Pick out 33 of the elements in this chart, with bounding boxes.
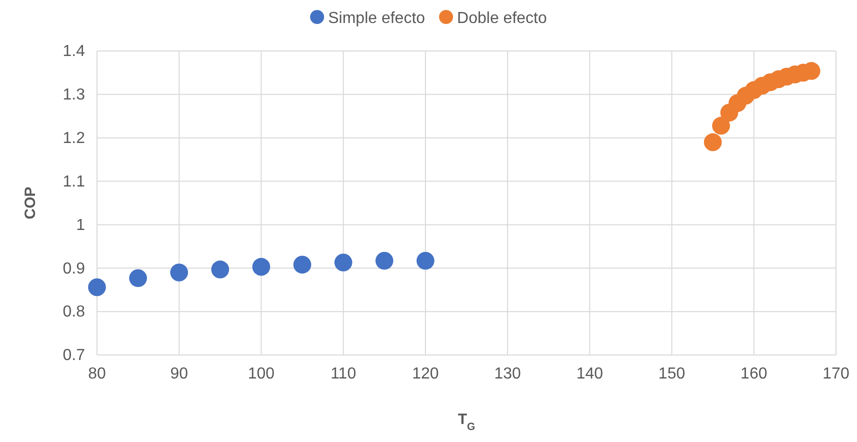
x-tick-label: 160 (740, 365, 768, 382)
x-tick-label: 150 (658, 365, 686, 382)
y-tick-label: 1 (76, 216, 86, 234)
x-tick-label: 140 (576, 365, 604, 382)
point (334, 254, 352, 272)
x-tick-label: 80 (88, 365, 106, 382)
y-tick-label: 1.3 (62, 86, 86, 104)
point (170, 264, 188, 282)
y-tick-label: 1.2 (62, 130, 86, 147)
x-tick-label: 100 (248, 365, 275, 382)
point (129, 269, 147, 288)
y-tick-label: 1.4 (62, 43, 86, 60)
y-tick-label: 0.8 (62, 304, 86, 321)
x-tick-label: 90 (170, 365, 188, 382)
point (712, 116, 730, 135)
point (375, 252, 394, 270)
y-axis-title: COP (22, 186, 39, 220)
legend-label: Simple efecto (328, 10, 426, 27)
point (211, 260, 230, 278)
legend-label: Doble efecto (457, 10, 547, 27)
x-axis-title: T$_{G}$ (458, 411, 476, 433)
point (416, 252, 434, 270)
point (88, 278, 106, 296)
point (252, 258, 270, 276)
y-tick-label: 1.1 (62, 173, 86, 190)
x-tick-label: 120 (412, 365, 439, 382)
x-tick-label: 130 (494, 365, 521, 382)
point (704, 133, 722, 152)
x-tick-label: 170 (822, 365, 850, 382)
point (293, 256, 312, 274)
y-tick-label: 0.9 (62, 260, 86, 278)
x-tick-label: 110 (330, 365, 356, 382)
y-tick-label: 0.7 (62, 347, 86, 364)
